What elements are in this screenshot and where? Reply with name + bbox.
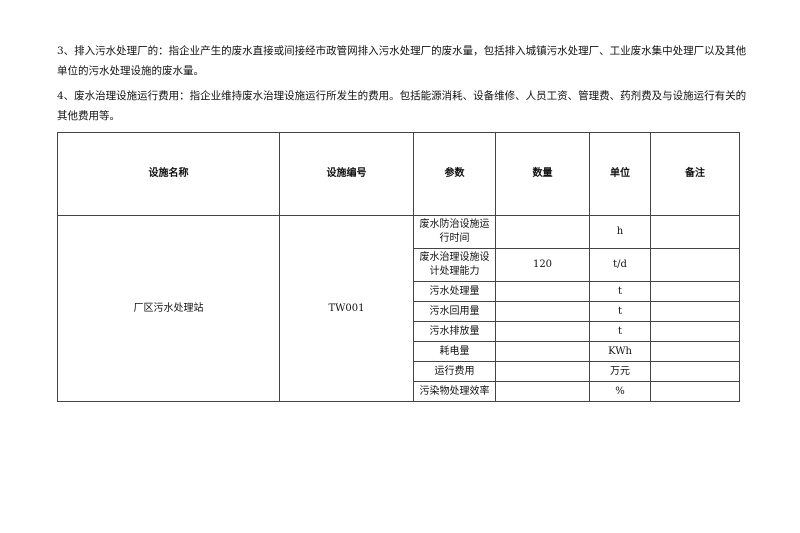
quantity-cell: [495, 361, 590, 382]
paragraph-3: 3、排入污水处理厂的：指企业产生的废水直接或间接经市政管网排入污水处理厂的废水量…: [57, 45, 747, 77]
header-cell: 单位: [589, 132, 651, 216]
unit-cell: 万元: [589, 361, 651, 382]
table-row: 厂区污水处理站 TW001 废水防治设施运行时间 h: [57, 215, 740, 402]
quantity-cell: [495, 281, 590, 302]
param-cell: 废水治理设施设计处理能力: [413, 248, 496, 282]
note-cell: [650, 381, 740, 402]
table-row: 污水回用量 t: [58, 301, 740, 322]
quantity-cell: [495, 215, 590, 249]
header-cell: 数量: [495, 132, 590, 216]
unit-cell: KWh: [589, 341, 651, 362]
note-cell: [650, 281, 740, 302]
note-cell: [650, 215, 740, 249]
param-cell: 污水排放量: [413, 321, 496, 342]
param-cell: 污水回用量: [413, 301, 496, 322]
table-row: 废水治理设施设计处理能力 120 t/d: [58, 248, 740, 282]
quantity-cell: [495, 321, 590, 342]
unit-cell: t: [589, 281, 651, 302]
note-cell: [650, 321, 740, 342]
quantity-cell: [495, 341, 590, 362]
facility-table: 设施名称 设施编号 参数 数量 单位 备注 厂区污水处理站 TW001 废水防治设施…: [57, 132, 740, 402]
param-cell: 运行费用: [413, 361, 496, 382]
header-cell: 参数: [413, 132, 496, 216]
note-cell: [650, 248, 740, 282]
unit-cell: %: [589, 381, 651, 402]
quantity-cell: [495, 381, 590, 402]
header-cell: 设施名称: [57, 132, 280, 216]
quantity-cell: [495, 301, 590, 322]
note-cell: [650, 341, 740, 362]
facility-name-cell: 厂区污水处理站: [57, 215, 280, 402]
unit-cell: t/d: [589, 248, 651, 282]
param-cell: 污水处理量: [413, 281, 496, 302]
header-cell: 备注: [650, 132, 740, 216]
note-cell: [650, 361, 740, 382]
table-header-row: 设施名称 设施编号 参数 数量 单位 备注: [57, 132, 740, 216]
param-cell: 废水防治设施运行时间: [413, 215, 496, 249]
facility-id-cell: TW001: [279, 215, 414, 402]
header-cell: 设施编号: [279, 132, 414, 216]
table-row: 耗电量 KWh: [58, 341, 740, 362]
param-cell: 污染物处理效率: [413, 381, 496, 402]
unit-cell: t: [589, 321, 651, 342]
unit-cell: t: [589, 301, 651, 322]
quantity-cell: 120: [495, 248, 590, 282]
table-row: 污染物处理效率%: [58, 381, 740, 402]
unit-cell: h: [589, 215, 651, 249]
note-cell: [650, 301, 740, 322]
paragraph-4: 4、废水治理设施运行费用：指企业维持废水治理设施运行所发生的费用。包括能源消耗、…: [57, 90, 747, 122]
param-cell: 耗电量: [413, 341, 496, 362]
